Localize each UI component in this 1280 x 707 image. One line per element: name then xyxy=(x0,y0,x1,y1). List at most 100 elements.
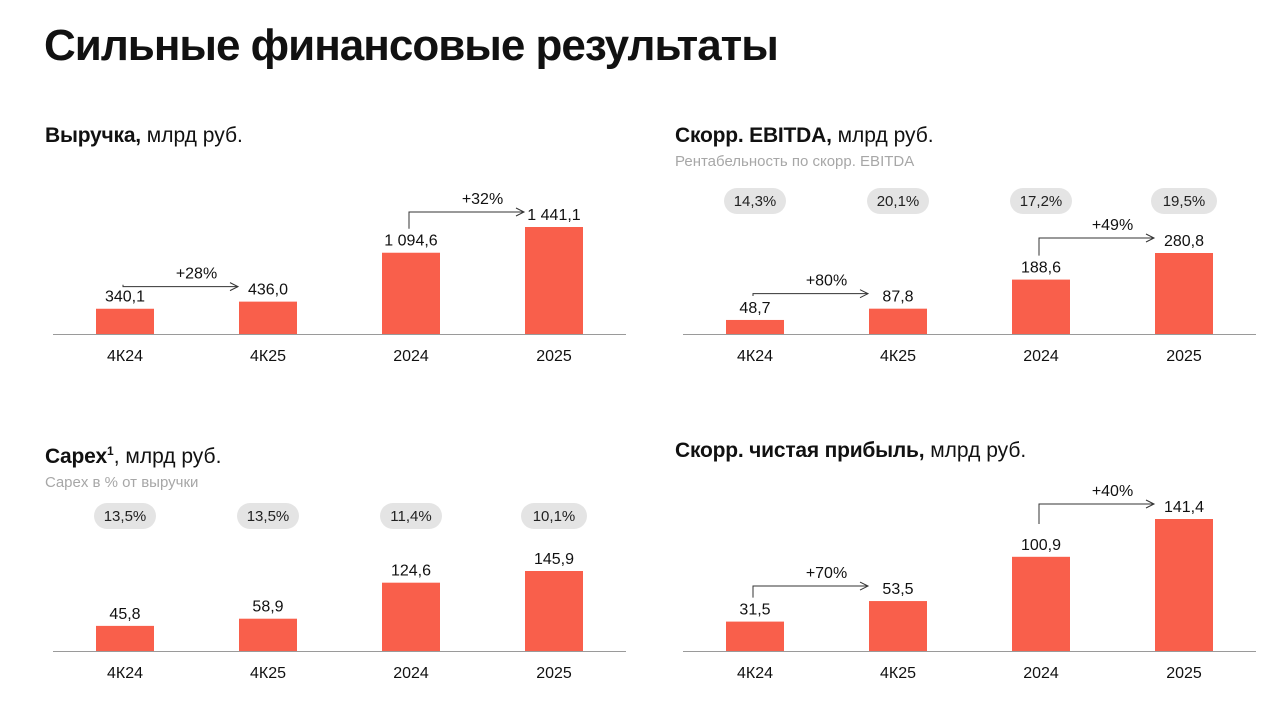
margin-pill: 14,3% xyxy=(724,188,786,214)
growth-arrowhead xyxy=(1145,233,1156,243)
bar xyxy=(1012,279,1070,334)
bar xyxy=(525,571,583,651)
x-tick-label: 4К24 xyxy=(107,348,143,365)
bar xyxy=(869,308,927,334)
data-label: 48,7 xyxy=(739,300,770,317)
pill-label: 17,2% xyxy=(1020,193,1063,210)
x-tick-label: 4К25 xyxy=(880,348,916,365)
pill-label: 13,5% xyxy=(247,508,290,525)
page-title: Сильные финансовые результаты xyxy=(44,21,779,70)
x-tick-label: 2025 xyxy=(536,665,572,682)
growth-label: +49% xyxy=(1092,217,1133,234)
growth-arrow xyxy=(408,211,524,229)
net-income-title-unit: млрд руб. xyxy=(924,439,1027,462)
data-label: 31,5 xyxy=(739,602,770,619)
ebitda-header: Скорр. EBITDA, млрд руб. Рентабельность … xyxy=(675,122,934,172)
pill-background xyxy=(1010,188,1072,214)
bar xyxy=(96,308,154,334)
data-label: 124,6 xyxy=(391,563,431,580)
growth-arrow xyxy=(122,284,238,288)
margin-pill: 20,1% xyxy=(867,188,929,214)
x-tick-label: 4К24 xyxy=(737,665,773,682)
revenue-title-unit: млрд руб. xyxy=(140,124,243,147)
margin-pill: 10,1% xyxy=(521,503,587,529)
data-label: 53,5 xyxy=(882,581,913,598)
data-label: 100,9 xyxy=(1021,537,1061,554)
data-label: 45,8 xyxy=(109,606,140,623)
x-tick-label: 4К25 xyxy=(250,665,286,682)
pill-background xyxy=(521,503,587,529)
margin-pill: 11,4% xyxy=(380,503,442,529)
bar xyxy=(726,621,784,651)
pill-label: 11,4% xyxy=(390,508,431,525)
ebitda-panel: Скорр. EBITDA, млрд руб. Рентабельность … xyxy=(675,122,1256,392)
growth-annotation: +32% xyxy=(408,191,526,229)
bar xyxy=(1155,519,1213,651)
growth-annotation: +49% xyxy=(1038,217,1156,256)
data-label: 1 441,1 xyxy=(527,207,580,224)
growth-annotation: +40% xyxy=(1038,483,1156,524)
revenue-panel: Выручка, млрд руб. 340,1 4К24 436,0 4К25 1 0… xyxy=(45,122,626,392)
growth-arrow xyxy=(752,293,868,296)
x-tick-label: 2024 xyxy=(393,348,429,365)
growth-label: +40% xyxy=(1092,483,1133,500)
growth-arrowhead xyxy=(859,289,870,299)
ebitda-chart: 48,7 4К24 87,8 4К25 188,6 2024 280,8 2025 14,3% 2… xyxy=(683,188,1256,365)
data-label: 58,9 xyxy=(252,599,283,616)
bar xyxy=(1155,253,1213,334)
pill-label: 14,3% xyxy=(734,193,777,210)
x-tick-label: 4К24 xyxy=(737,348,773,365)
pill-background xyxy=(1151,188,1217,214)
pill-background xyxy=(867,188,929,214)
bar xyxy=(239,618,297,651)
bar xyxy=(869,601,927,651)
data-label: 87,8 xyxy=(882,289,913,306)
capex-footnote-mark: 1 xyxy=(107,444,114,458)
growth-label: +80% xyxy=(806,273,847,290)
pill-background xyxy=(380,503,442,529)
margin-pill: 19,5% xyxy=(1151,188,1217,214)
data-label: 1 094,6 xyxy=(384,233,437,250)
bar xyxy=(1012,556,1070,651)
capex-title: Capex1, млрд руб. xyxy=(45,437,221,471)
capex-chart: 45,8 4К24 58,9 4К25 124,6 2024 145,9 2025 13,5% 1… xyxy=(53,503,626,682)
x-tick-label: 2025 xyxy=(536,348,572,365)
ebitda-title-bold: Скорр. EBITDA, xyxy=(675,124,832,147)
data-label: 340,1 xyxy=(105,289,145,306)
growth-arrowhead xyxy=(515,207,526,217)
net-income-panel: Скорр. чистая прибыль, млрд руб. 31,5 4К2… xyxy=(675,437,1256,707)
capex-header: Capex1, млрд руб. Capex в % от выручки xyxy=(45,437,221,493)
margin-pill: 13,5% xyxy=(237,503,299,529)
bar xyxy=(382,582,440,651)
growth-annotation: +70% xyxy=(752,565,870,598)
x-tick-label: 4К25 xyxy=(880,665,916,682)
x-tick-label: 2024 xyxy=(1023,348,1059,365)
x-tick-label: 2024 xyxy=(1023,665,1059,682)
growth-label: +28% xyxy=(176,266,217,283)
pill-label: 13,5% xyxy=(104,508,147,525)
growth-arrowhead xyxy=(1145,499,1156,509)
revenue-title-bold: Выручка, xyxy=(45,124,141,147)
ebitda-subtitle: Рентабельность по скорр. EBITDA xyxy=(675,153,915,170)
capex-title-unit: , млрд руб. xyxy=(113,445,222,468)
bar xyxy=(382,252,440,334)
bar xyxy=(96,625,154,651)
x-tick-label: 2025 xyxy=(1166,348,1202,365)
growth-label: +70% xyxy=(806,565,847,582)
bar xyxy=(525,227,583,334)
capex-title-bold: Capex xyxy=(45,445,108,468)
ebitda-title: Скорр. EBITDA, млрд руб. xyxy=(675,122,934,150)
pill-label: 20,1% xyxy=(877,193,920,210)
data-label: 436,0 xyxy=(248,282,288,299)
data-label: 188,6 xyxy=(1021,260,1061,277)
data-label: 141,4 xyxy=(1164,499,1204,516)
growth-annotation: +28% xyxy=(122,266,240,292)
margin-pill: 13,5% xyxy=(94,503,156,529)
x-tick-label: 2024 xyxy=(393,665,429,682)
net-income-header: Скорр. чистая прибыль, млрд руб. xyxy=(675,437,1026,465)
pill-background xyxy=(237,503,299,529)
growth-arrowhead xyxy=(859,581,870,591)
net-income-title-bold: Скорр. чистая прибыль, xyxy=(675,439,925,462)
data-label: 145,9 xyxy=(534,551,574,568)
pill-background xyxy=(94,503,156,529)
